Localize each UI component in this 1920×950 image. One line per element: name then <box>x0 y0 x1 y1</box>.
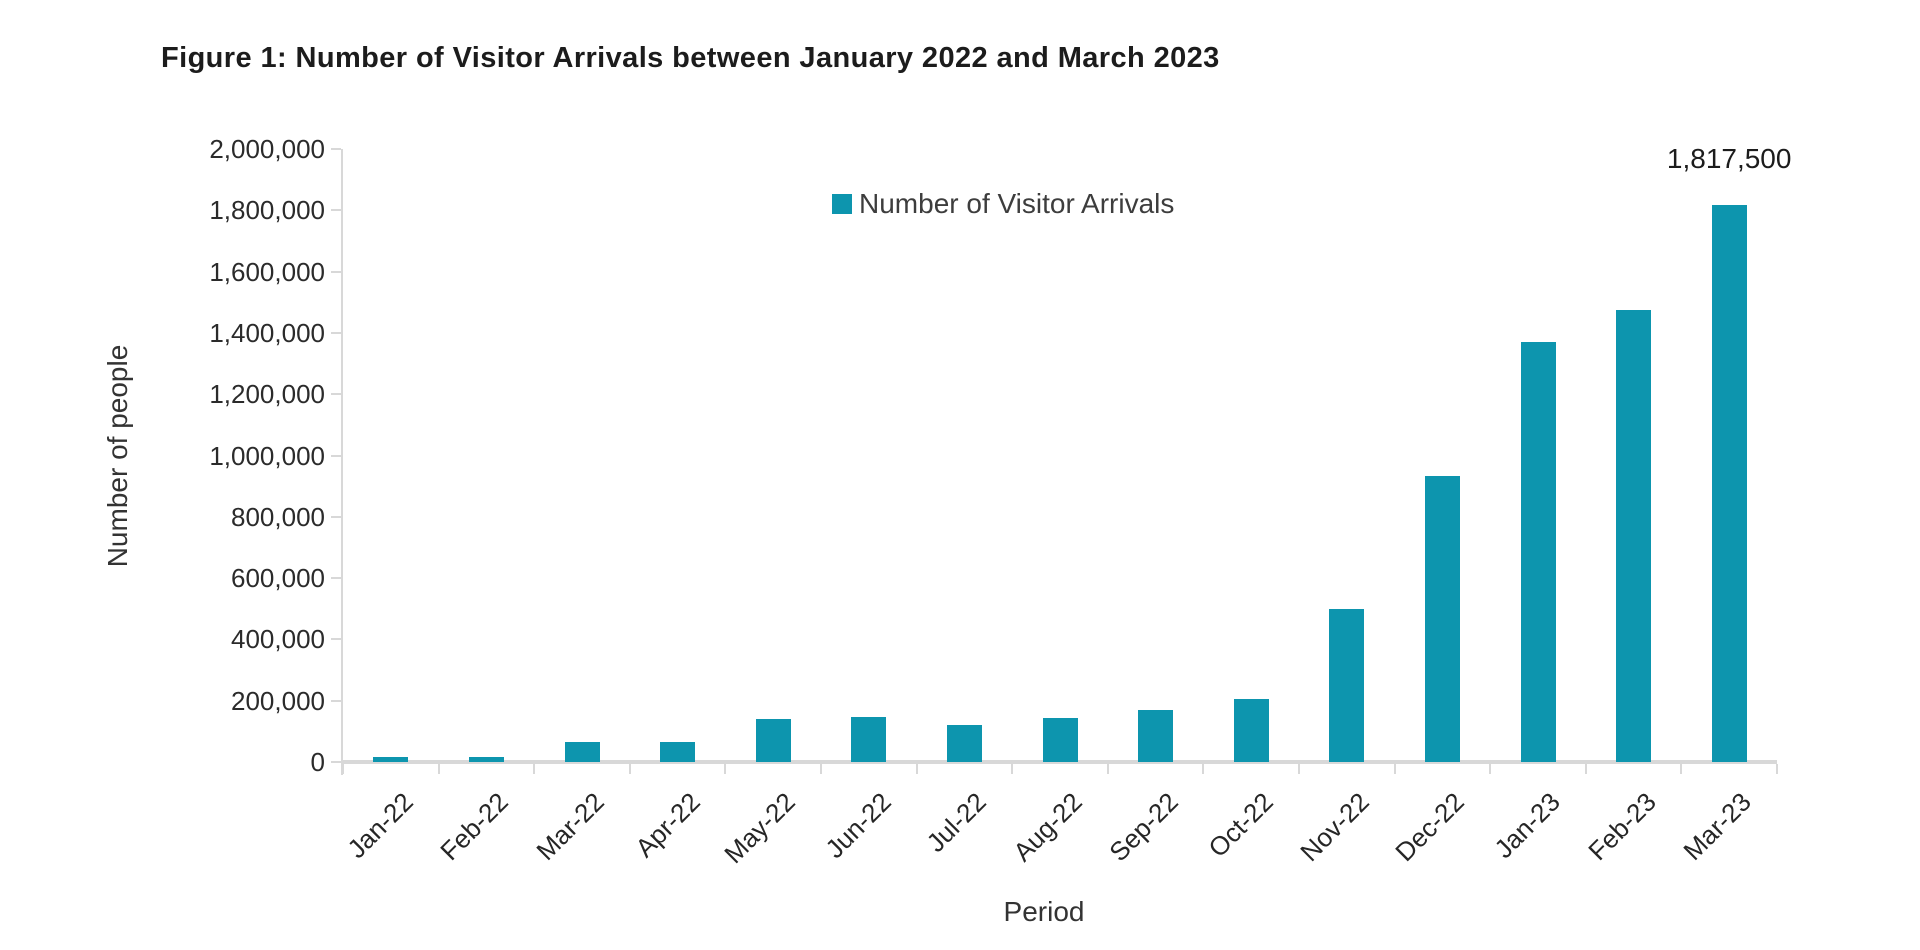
x-axis-title: Period <box>1003 896 1085 927</box>
x-tick <box>1011 764 1014 774</box>
y-tick <box>331 761 341 763</box>
y-tick-label: 2,000,000 <box>209 134 325 164</box>
x-tick <box>820 764 822 774</box>
y-tick <box>331 209 341 212</box>
bar-Aug-22 <box>1042 717 1078 762</box>
y-axis-line <box>341 149 343 775</box>
bar-Mar-23 <box>1711 204 1747 762</box>
y-tick-label: 1,800,000 <box>209 195 325 226</box>
y-tick <box>331 638 341 641</box>
y-tick-label: 1,600,000 <box>209 256 325 287</box>
x-tick <box>437 764 440 774</box>
x-tick <box>342 764 344 774</box>
bar-Feb-23 <box>1616 309 1652 762</box>
x-tick <box>1202 764 1205 774</box>
bar-Nov-22 <box>1329 609 1365 762</box>
bar-May-22 <box>755 719 791 762</box>
y-tick-label: 200,000 <box>231 685 325 716</box>
bar-Jan-23 <box>1520 342 1556 762</box>
bar-Jul-22 <box>946 725 982 762</box>
bar-Dec-22 <box>1424 475 1460 762</box>
y-tick <box>331 454 341 457</box>
bar-Jan-22 <box>373 756 409 762</box>
x-tick <box>1298 764 1300 774</box>
y-tick-label: 800,000 <box>231 501 325 532</box>
x-axis-line <box>343 760 1777 764</box>
bar-Sep-22 <box>1138 709 1174 762</box>
y-tick-label: 0 <box>310 747 325 777</box>
x-tick <box>1489 764 1492 774</box>
y-tick-label: 1,200,000 <box>209 379 325 410</box>
legend-swatch-icon <box>832 194 852 214</box>
y-tick-label: 400,000 <box>231 624 325 655</box>
bar-Jun-22 <box>851 716 887 762</box>
y-tick <box>331 331 341 334</box>
y-tick <box>331 148 341 150</box>
bar-data-label: 1,817,500 <box>1666 142 1792 174</box>
y-tick <box>331 393 341 396</box>
y-axis-title: Number of people <box>102 344 133 568</box>
y-tick <box>331 577 341 580</box>
y-tick-label: 600,000 <box>231 563 325 594</box>
y-tick-label: 1,000,000 <box>209 440 325 471</box>
y-tick <box>331 270 341 273</box>
x-tick <box>1106 764 1109 774</box>
bar-Apr-22 <box>660 741 696 762</box>
legend: Number of Visitor Arrivals <box>832 188 1174 220</box>
x-tick <box>1776 764 1778 774</box>
y-tick <box>331 515 341 518</box>
x-tick <box>628 764 631 774</box>
y-tick <box>331 699 341 702</box>
x-tick <box>724 764 727 774</box>
x-tick <box>533 764 536 774</box>
chart-title: Figure 1: Number of Visitor Arrivals bet… <box>161 42 1220 74</box>
x-tick <box>1680 764 1683 774</box>
bar-Mar-22 <box>564 741 600 762</box>
bar-Oct-22 <box>1233 698 1269 762</box>
y-tick-label: 1,400,000 <box>209 317 325 348</box>
x-tick <box>915 764 918 774</box>
legend-label: Number of Visitor Arrivals <box>859 188 1175 219</box>
x-tick <box>1393 764 1396 774</box>
bar-Feb-22 <box>468 756 504 762</box>
x-tick <box>1584 764 1587 774</box>
